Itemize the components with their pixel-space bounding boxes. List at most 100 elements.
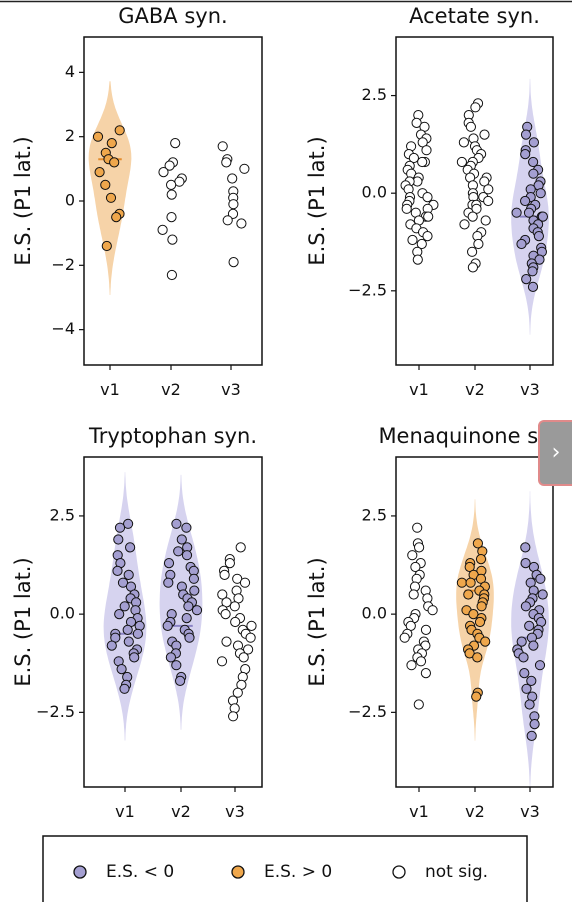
data-point bbox=[166, 179, 177, 190]
data-point bbox=[458, 137, 469, 148]
data-point bbox=[520, 601, 532, 612]
data-point bbox=[170, 138, 181, 149]
data-point bbox=[235, 542, 246, 553]
plot-area bbox=[88, 81, 250, 295]
y-tick-label: 2.5 bbox=[362, 85, 387, 104]
group-v2 bbox=[456, 499, 494, 741]
data-point bbox=[535, 188, 546, 199]
data-point bbox=[520, 149, 531, 160]
data-point bbox=[479, 176, 490, 187]
y-tick-label: 0 bbox=[65, 191, 75, 210]
group-v2 bbox=[456, 98, 494, 273]
data-point bbox=[479, 129, 490, 140]
data-point bbox=[183, 601, 194, 612]
data-point bbox=[471, 691, 482, 702]
panel-title: Acetate syn. bbox=[409, 4, 540, 28]
data-point bbox=[232, 687, 243, 698]
data-point bbox=[217, 589, 228, 600]
data-point bbox=[100, 179, 111, 190]
data-point bbox=[416, 238, 427, 250]
panel-3: Tryptophan syn. E.S. (P1 lat.) 2.5 0.0 −2.5 v… bbox=[11, 424, 263, 821]
panel-1: GABA syn. E.S. (P1 lat.) 4 2 0 −2 −4 v1 v2 v3 bbox=[11, 4, 263, 399]
data-point bbox=[421, 145, 432, 156]
y-axis-label: E.S. (P1 lat.) bbox=[305, 557, 329, 686]
data-point bbox=[518, 652, 529, 663]
y-tick-label: −2.5 bbox=[348, 702, 387, 721]
data-point bbox=[406, 660, 417, 671]
data-point bbox=[164, 160, 175, 171]
data-point bbox=[181, 550, 193, 561]
data-point bbox=[410, 561, 421, 573]
data-point bbox=[527, 266, 538, 277]
data-point bbox=[476, 601, 487, 612]
data-point bbox=[537, 211, 549, 222]
data-point bbox=[217, 141, 228, 152]
data-point bbox=[101, 240, 112, 252]
x-tick-label: v2 bbox=[465, 380, 485, 399]
data-point bbox=[472, 538, 483, 549]
panel-title: Tryptophan syn. bbox=[88, 424, 257, 448]
x-tick-label: v2 bbox=[465, 802, 485, 821]
data-point bbox=[529, 719, 540, 730]
y-axis-label: E.S. (P1 lat.) bbox=[11, 136, 35, 265]
data-point bbox=[227, 173, 238, 184]
data-point bbox=[176, 534, 187, 545]
data-point bbox=[520, 558, 531, 569]
data-point bbox=[470, 102, 481, 113]
data-point bbox=[399, 632, 410, 643]
data-point bbox=[480, 636, 491, 647]
data-point bbox=[526, 675, 537, 687]
data-point bbox=[158, 167, 169, 178]
data-point bbox=[228, 199, 239, 210]
x-tick-label: v3 bbox=[520, 380, 540, 399]
plot-area bbox=[400, 78, 549, 335]
legend-box bbox=[42, 835, 528, 902]
legend-label: E.S. > 0 bbox=[264, 862, 332, 882]
data-point bbox=[114, 609, 125, 620]
data-point bbox=[407, 234, 418, 246]
group-v2 bbox=[157, 138, 187, 281]
data-point bbox=[516, 636, 527, 647]
data-point bbox=[114, 522, 126, 533]
data-point bbox=[459, 219, 470, 230]
next-slide-button[interactable]: › bbox=[538, 420, 572, 486]
data-point bbox=[464, 561, 475, 573]
data-point bbox=[122, 624, 133, 636]
data-point bbox=[473, 238, 484, 250]
data-point bbox=[220, 609, 231, 620]
data-point bbox=[157, 224, 168, 235]
data-point bbox=[175, 675, 186, 687]
data-point bbox=[181, 522, 192, 533]
data-point bbox=[238, 652, 249, 663]
data-point bbox=[189, 585, 200, 596]
data-point bbox=[521, 274, 532, 285]
data-point bbox=[414, 542, 425, 553]
data-point bbox=[219, 569, 230, 581]
violin bbox=[159, 474, 203, 730]
data-point bbox=[535, 573, 546, 584]
legend-marker bbox=[73, 865, 87, 879]
data-point bbox=[94, 167, 105, 178]
data-point bbox=[474, 616, 486, 628]
y-tick-label: −2.5 bbox=[36, 702, 75, 721]
data-point bbox=[166, 189, 177, 200]
data-point bbox=[229, 601, 240, 612]
y-tick-label: 0.0 bbox=[362, 604, 387, 623]
data-point bbox=[123, 636, 134, 647]
plot-area bbox=[103, 472, 257, 741]
data-point bbox=[106, 138, 117, 149]
data-point bbox=[480, 215, 491, 226]
y-tick-label: 2.5 bbox=[50, 505, 75, 524]
data-point bbox=[467, 262, 478, 273]
group-v3 bbox=[511, 78, 549, 335]
data-point bbox=[408, 152, 419, 164]
panel-title: GABA syn. bbox=[118, 4, 227, 28]
y-tick-label: −4 bbox=[51, 319, 75, 338]
group-v2 bbox=[159, 474, 203, 730]
data-point bbox=[511, 207, 522, 218]
data-point bbox=[463, 589, 474, 600]
legend-marker bbox=[231, 865, 245, 879]
data-point bbox=[125, 542, 136, 553]
data-point bbox=[407, 550, 418, 561]
